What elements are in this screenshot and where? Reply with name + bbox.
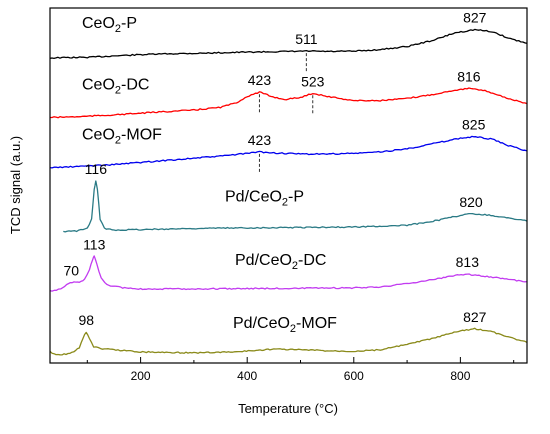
series-line-2 <box>50 87 528 119</box>
series-4: Pd/CeO2-P 116 820 <box>63 161 528 233</box>
plot-frame <box>49 7 528 364</box>
plot-area: CeO2-P 511 827 CeO2-DC 423 523 816 CeO2-MOF 423 8… <box>49 10 528 356</box>
series-line-4 <box>63 180 528 233</box>
series-line-1 <box>49 28 528 60</box>
peak-label: 116 <box>85 161 108 177</box>
peak-label: 98 <box>78 312 94 328</box>
series-label-6: Pd/CeO2-MOF <box>233 315 337 335</box>
peak-label: 113 <box>83 236 106 252</box>
peak-label: 70 <box>64 263 80 279</box>
x-tick-label: 800 <box>450 369 470 383</box>
x-axis-title: Temperature (°C) <box>238 401 338 416</box>
peak-label: 825 <box>462 117 486 133</box>
peak-label: 423 <box>248 72 272 88</box>
series-label-2: CeO2-DC <box>82 76 149 96</box>
series-line-3 <box>49 135 528 169</box>
series-line-6 <box>49 327 528 356</box>
x-tick-label: 200 <box>131 369 151 383</box>
peak-label: 523 <box>301 73 325 89</box>
series-6: Pd/CeO2-MOF 98 827 <box>49 309 528 356</box>
y-axis-title: TCD signal (a.u.) <box>8 136 23 234</box>
x-tick-label: 400 <box>237 369 257 383</box>
series-label-3: CeO2-MOF <box>82 127 162 147</box>
peak-label: 820 <box>459 194 483 210</box>
x-tick-label: 600 <box>344 369 364 383</box>
peak-label: 827 <box>463 309 487 325</box>
peak-label: 813 <box>456 254 480 270</box>
peak-label: 423 <box>248 132 272 148</box>
series-1: CeO2-P 511 827 <box>49 10 528 74</box>
axes: 200 400 600 800 <box>49 7 528 383</box>
series-label-4: Pd/CeO2-P <box>225 189 304 209</box>
series-line-5 <box>49 255 528 292</box>
series-label-5: Pd/CeO2-DC <box>235 252 326 272</box>
series-label-1: CeO2-P <box>82 15 137 35</box>
peak-label: 511 <box>295 31 318 47</box>
series-2: CeO2-DC 423 523 816 <box>50 68 528 119</box>
peak-label: 816 <box>457 68 481 84</box>
series-3: CeO2-MOF 423 825 <box>49 117 528 174</box>
peak-label: 827 <box>463 10 487 26</box>
